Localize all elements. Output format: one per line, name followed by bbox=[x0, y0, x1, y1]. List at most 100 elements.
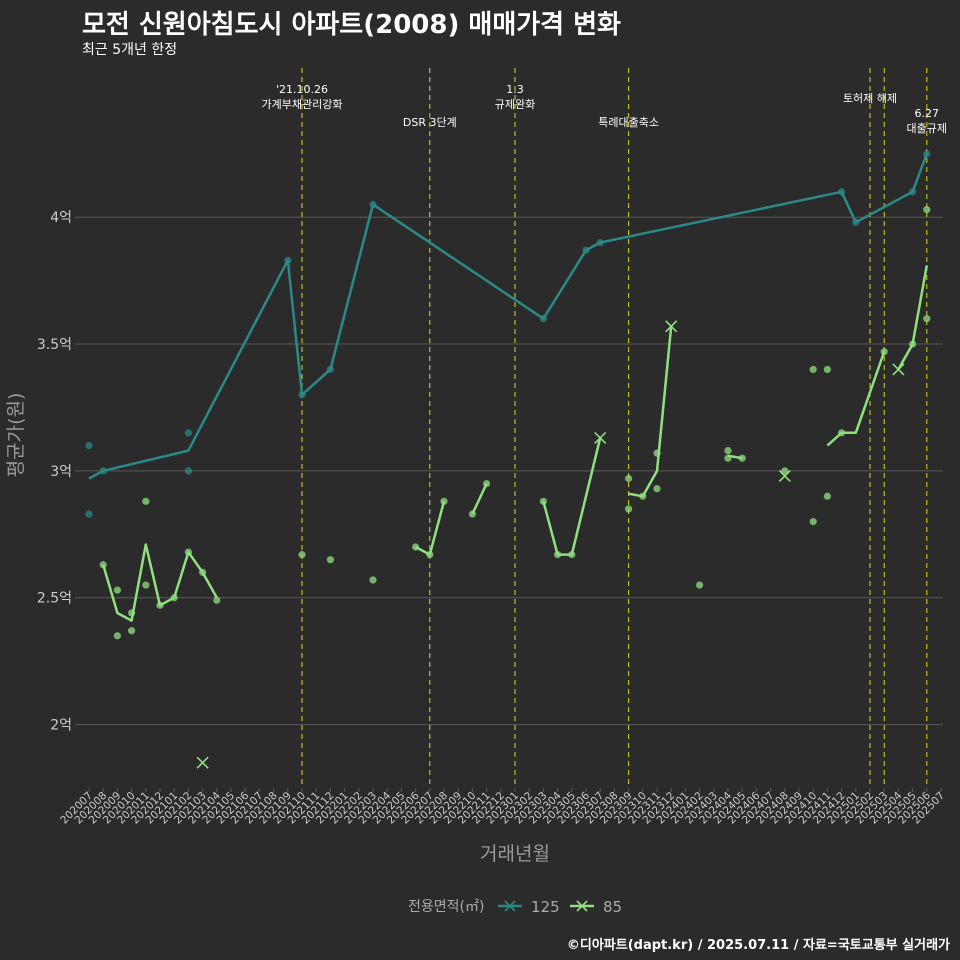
event-label: 특례대출축소 bbox=[598, 116, 659, 129]
series-85-point bbox=[880, 348, 888, 356]
series-125-line bbox=[88, 153, 928, 480]
series-85-point bbox=[142, 497, 150, 505]
event-label: 6.27 bbox=[915, 107, 940, 120]
series-125-point bbox=[284, 256, 292, 264]
series-85-point bbox=[809, 365, 817, 374]
y-tick-label: 3억 bbox=[50, 464, 72, 480]
legend-key-85-cross bbox=[576, 900, 588, 912]
series-125-point bbox=[184, 467, 192, 475]
series-85-point bbox=[639, 492, 647, 500]
series-125-point bbox=[85, 510, 93, 518]
series-85-point bbox=[539, 497, 548, 505]
legend: 전용면적(㎡) 125 85 bbox=[408, 898, 622, 916]
series-85-cross bbox=[778, 469, 791, 483]
series-85-line bbox=[897, 265, 929, 371]
source-credit: ©디아파트(dapt.kr) / 2025.07.11 / 자료=국토교통부 실… bbox=[566, 938, 950, 953]
event-label: DSR 3단계 bbox=[403, 116, 457, 129]
series-85-point bbox=[142, 581, 150, 589]
y-tick-label: 2억 bbox=[50, 718, 72, 734]
series-85-cross bbox=[665, 320, 678, 333]
y-axis-title: 평균가(원) bbox=[5, 393, 27, 478]
event-label: 가계부채관리강화 bbox=[262, 98, 343, 111]
series-125-point bbox=[838, 188, 846, 196]
series-85-point bbox=[213, 596, 221, 604]
event-label: 토허제 해제 bbox=[843, 91, 897, 105]
series-125-point bbox=[539, 315, 548, 323]
series-85-line bbox=[471, 483, 488, 515]
series-85-point bbox=[412, 543, 420, 551]
series-85-point bbox=[128, 627, 136, 635]
series-85-point bbox=[113, 632, 121, 640]
series-85-point bbox=[568, 551, 576, 559]
series-85-point bbox=[326, 556, 334, 564]
series-125-point bbox=[369, 200, 377, 209]
y-tick-label: 3.5억 bbox=[37, 337, 72, 353]
series-85-point bbox=[625, 474, 633, 483]
series-85-point bbox=[909, 340, 917, 348]
event-label: 대출규제 bbox=[907, 122, 947, 135]
series-125-point bbox=[852, 218, 860, 226]
legend-key-125-cross bbox=[504, 900, 516, 912]
legend-label-85: 85 bbox=[603, 898, 622, 916]
series-85-point bbox=[809, 518, 817, 526]
x-axis-ticks: 2020072020082020092020102020112020122021… bbox=[58, 788, 947, 826]
y-tick-label: 2.5억 bbox=[37, 591, 72, 607]
series-85-point bbox=[838, 429, 846, 437]
series-85-point bbox=[483, 479, 491, 488]
series-85-point bbox=[128, 609, 136, 617]
y-tick-label: 4억 bbox=[50, 210, 72, 226]
legend-label-125: 125 bbox=[531, 898, 560, 916]
event-label: 1.3 bbox=[506, 83, 524, 96]
data-series bbox=[85, 150, 931, 769]
series-85-line bbox=[542, 437, 602, 556]
series-85-point bbox=[738, 454, 746, 462]
series-85-cross bbox=[594, 431, 607, 444]
series-85-point bbox=[823, 492, 832, 500]
series-85-line bbox=[826, 351, 886, 447]
series-125-point bbox=[298, 391, 306, 399]
series-125-point bbox=[85, 441, 93, 450]
series-85-point bbox=[199, 568, 207, 576]
series-85-point bbox=[99, 561, 107, 569]
series-85-cross bbox=[196, 756, 209, 769]
series-85-point bbox=[724, 447, 732, 455]
series-85-point bbox=[554, 551, 562, 559]
series-85-point bbox=[923, 315, 931, 323]
series-125-point bbox=[596, 238, 604, 247]
event-label: 규제완화 bbox=[495, 98, 535, 111]
series-125-point bbox=[923, 150, 931, 158]
series-85-point bbox=[184, 548, 192, 556]
series-85-point bbox=[724, 454, 732, 462]
series-85-point bbox=[113, 586, 121, 594]
series-85-point bbox=[468, 510, 476, 518]
event-label: '21.10.26 bbox=[276, 83, 328, 96]
series-85-point bbox=[426, 551, 434, 559]
y-gridlines bbox=[75, 216, 943, 726]
series-85-point bbox=[625, 505, 633, 513]
series-125-point bbox=[909, 188, 917, 196]
series-125-point bbox=[184, 429, 192, 437]
legend-title: 전용면적(㎡) bbox=[408, 899, 484, 915]
series-85-point bbox=[696, 581, 704, 589]
series-125-point bbox=[582, 246, 590, 254]
series-85-point bbox=[823, 365, 832, 374]
series-85-point bbox=[653, 449, 661, 457]
series-85-point bbox=[440, 497, 448, 505]
series-85-point bbox=[298, 551, 306, 559]
chart-subtitle: 최근 5개년 한정 bbox=[82, 42, 178, 58]
series-85-point bbox=[170, 594, 178, 602]
series-85-point bbox=[923, 206, 931, 214]
series-85-line bbox=[628, 326, 673, 498]
series-125-point bbox=[99, 467, 107, 475]
series-85-cross bbox=[892, 363, 905, 376]
x-axis-title: 거래년월 bbox=[480, 843, 550, 865]
series-85-line bbox=[102, 543, 218, 622]
series-125-point bbox=[326, 365, 334, 374]
series-85-point bbox=[653, 485, 661, 493]
series-85-point bbox=[781, 467, 789, 475]
series-85-point bbox=[156, 601, 164, 609]
chart-title: 모전 신원아침도시 아파트(2008) 매매가격 변화 bbox=[82, 10, 621, 40]
series-85-point bbox=[369, 576, 377, 584]
